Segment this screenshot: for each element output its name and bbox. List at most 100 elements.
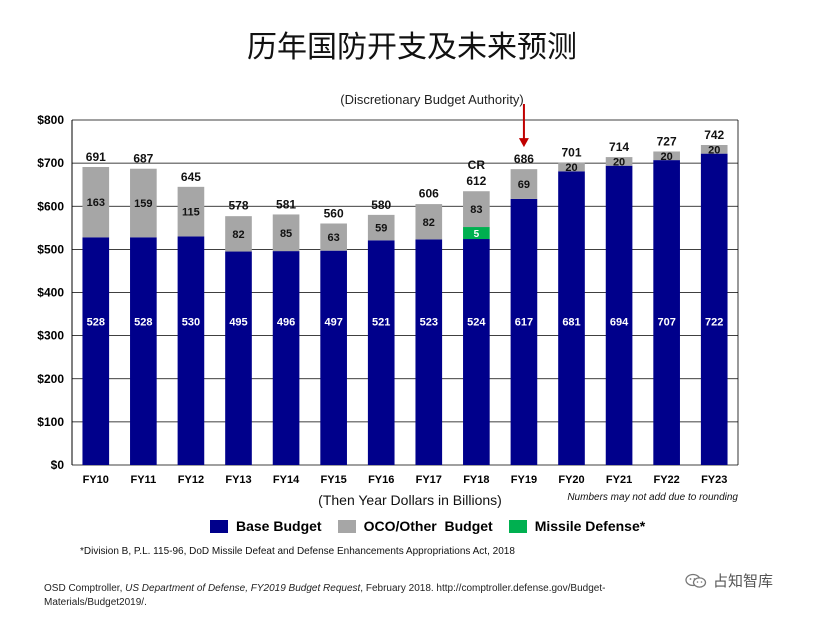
- bar-oco-other: [272, 214, 300, 252]
- data-label-total: 742: [704, 128, 724, 142]
- data-label-oco: 83: [470, 204, 482, 216]
- data-label-base: 722: [705, 317, 723, 329]
- bar-base-budget: [463, 239, 490, 465]
- bar-oco-other: [510, 169, 538, 199]
- x-tick-label: FY19: [511, 474, 537, 486]
- legend-item: OCO/Other Budget: [337, 518, 493, 534]
- data-label-oco: 20: [613, 156, 625, 168]
- bar-base-budget: [558, 171, 585, 465]
- data-label-total: 580: [371, 198, 391, 212]
- data-label-base: 497: [324, 317, 342, 329]
- data-label-total: 578: [228, 199, 248, 213]
- data-label-total: 701: [561, 146, 581, 160]
- y-tick-label: $300: [37, 329, 64, 343]
- x-tick-label: FY10: [83, 474, 109, 486]
- data-label-oco: 20: [661, 151, 673, 163]
- bar-oco-other: [605, 157, 633, 166]
- data-label-base: 521: [372, 317, 390, 329]
- wechat-icon: [685, 573, 707, 589]
- x-tick-label: FY20: [558, 474, 584, 486]
- page-title: 历年国防开支及未来预测: [247, 30, 577, 65]
- data-label-total: 606: [419, 187, 439, 201]
- y-tick-label: $500: [37, 242, 64, 256]
- x-tick-label: FY16: [368, 474, 394, 486]
- data-label-base: 528: [87, 317, 105, 329]
- data-label-oco: 115: [182, 207, 200, 219]
- bar-base-budget: [272, 251, 300, 465]
- data-label-oco: 20: [565, 162, 577, 174]
- y-tick-label: $100: [37, 415, 64, 429]
- y-tick-label: $0: [51, 458, 65, 472]
- bar-base-budget: [653, 160, 680, 465]
- bar-oco-other: [700, 145, 728, 154]
- bar-base-budget: [82, 237, 110, 465]
- legend-label: OCO/Other Budget: [363, 518, 493, 534]
- data-label-base: 523: [420, 317, 438, 329]
- data-label-total: 645: [181, 170, 201, 184]
- data-label-oco: 63: [328, 232, 340, 244]
- legend-swatch: [337, 519, 356, 533]
- bar-base-budget: [177, 236, 205, 465]
- y-tick-label: $600: [37, 199, 64, 213]
- bar-oco-other: [225, 216, 252, 252]
- x-tick-label: FY15: [320, 474, 346, 486]
- footnote: *Division B, P.L. 115-96, DoD Missile De…: [80, 546, 515, 557]
- data-label-oco: 69: [518, 179, 530, 191]
- y-tick-label: $800: [37, 113, 64, 127]
- bar-base-budget: [605, 165, 633, 465]
- legend-swatch: [508, 519, 527, 533]
- data-label-base: 495: [229, 317, 247, 329]
- data-label-oco: 85: [280, 228, 292, 240]
- chart-legend: Base Budget OCO/Other Budget Missile Defen…: [210, 518, 661, 534]
- y-tick-label: $400: [37, 286, 64, 300]
- rounding-note: Numbers may not add due to rounding: [567, 492, 738, 503]
- bar-chart: $0 $100 $200 $300 $400 $500 $600 $700 $800 528 163…: [37, 104, 739, 486]
- watermark: 占知智库: [685, 570, 773, 591]
- data-label-oco: 82: [423, 217, 435, 229]
- bar-oco-other: [367, 214, 395, 241]
- bar-oco-other: [130, 168, 157, 238]
- x-axis-label: (Then Year Dollars in Billions): [318, 492, 502, 508]
- bar-base-budget: [225, 251, 252, 465]
- legend-label: Base Budget: [236, 518, 322, 534]
- data-label-oco: 163: [87, 197, 105, 209]
- bar-base-budget: [510, 198, 538, 465]
- data-label-total: 581: [276, 197, 296, 211]
- bar-base-budget: [415, 239, 443, 465]
- data-label-base: 617: [515, 317, 533, 329]
- bar-base-budget: [320, 250, 347, 465]
- bar-oco-other: [320, 223, 347, 251]
- data-label-missile-defense: 5: [474, 229, 480, 240]
- bar-missile-defense: [463, 227, 490, 240]
- source-suffix: , February 2018. http://comptroller.defe…: [44, 583, 606, 608]
- chart-subtitle: (Discretionary Budget Authority): [340, 92, 524, 107]
- data-label-total: 727: [657, 134, 677, 148]
- source-citation: OSD Comptroller, US Department of Defens…: [44, 582, 644, 610]
- data-label-oco: 159: [134, 198, 152, 210]
- x-tick-label: FY22: [653, 474, 679, 486]
- data-label-total: 560: [324, 207, 344, 221]
- data-label-base: 528: [134, 317, 152, 329]
- annotation-label: CR: [468, 158, 486, 172]
- data-label-total: 714: [609, 140, 629, 154]
- data-label-base: 530: [182, 317, 200, 329]
- watermark-text: 占知智库: [713, 573, 774, 590]
- data-label-base: 681: [562, 317, 580, 329]
- annotation-arrow-head: [518, 138, 529, 148]
- bar-oco-other: [653, 151, 680, 161]
- source-prefix: OSD Comptroller,: [44, 583, 126, 594]
- data-label-base: 694: [610, 317, 629, 329]
- bar-oco-other: [177, 186, 205, 237]
- bar-base-budget: [130, 237, 157, 465]
- data-label-base: 707: [657, 317, 675, 329]
- bar-oco-other: [82, 167, 110, 238]
- bar-base-budget: [367, 240, 395, 465]
- data-label-total: 686: [514, 152, 534, 166]
- data-label-oco: 82: [232, 229, 244, 241]
- x-tick-label: FY21: [606, 474, 632, 486]
- legend-item: Missile Defense*: [508, 518, 646, 534]
- data-label-oco: 59: [375, 223, 387, 235]
- legend-label: Missile Defense*: [534, 518, 646, 534]
- x-tick-label: FY13: [225, 474, 251, 486]
- x-tick-label: FY11: [131, 474, 157, 486]
